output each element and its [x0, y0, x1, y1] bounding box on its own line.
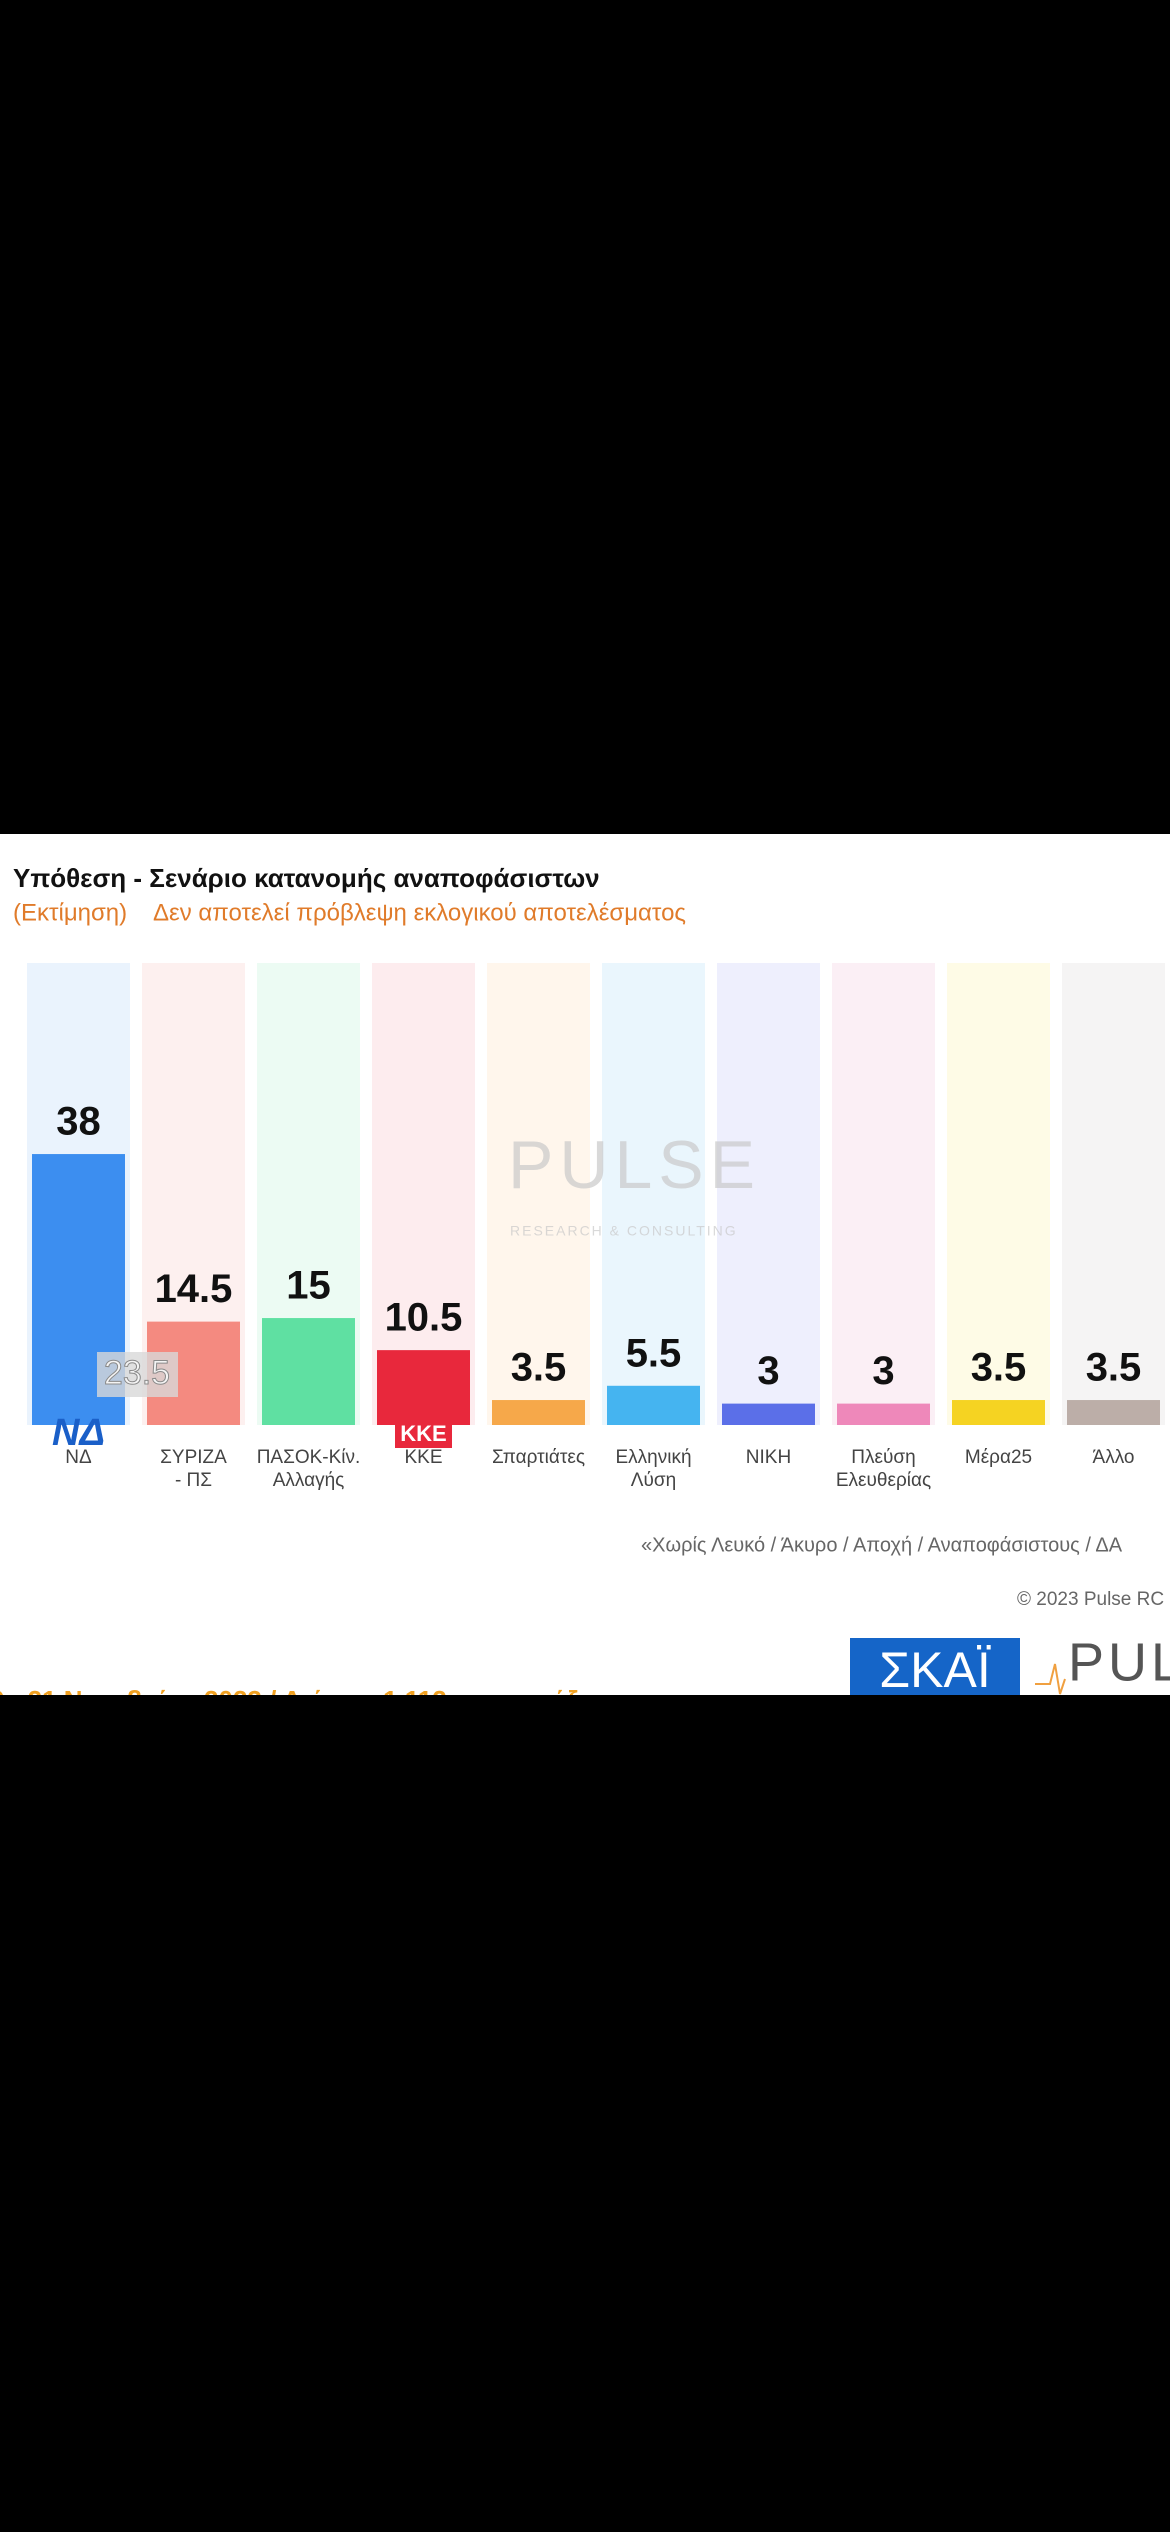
- bar: [1067, 1400, 1160, 1425]
- date-line: 9 - 21 Νοεμβρίου 2023 / Δείγμα: 1.112 συ…: [0, 1685, 612, 1695]
- logo-label: ΚΚΕ: [400, 1421, 446, 1446]
- category-label: Άλλο: [1092, 1447, 1135, 1468]
- bar: [492, 1400, 585, 1425]
- category-label: ΝΙΚΗ: [745, 1447, 792, 1468]
- category-label: Μέρα25: [964, 1447, 1033, 1468]
- value-label: 5.5: [626, 1331, 682, 1375]
- chart: Υπόθεση - Σενάριο κατανομής αναποφάσιστω…: [0, 863, 1170, 1695]
- value-label: 14.5: [155, 1267, 233, 1311]
- category-label: ΣΥΡΙΖΑ - ΠΣ: [160, 1447, 227, 1491]
- bar: [377, 1350, 470, 1425]
- bar: [837, 1403, 930, 1425]
- value-label: 3.5: [511, 1346, 567, 1390]
- bar: [262, 1318, 355, 1425]
- category-label: Πλεύση Ελευθερίας: [835, 1447, 932, 1491]
- column-background: [487, 963, 590, 1425]
- watermark: PULSE: [508, 1127, 761, 1203]
- logo-box: [395, 1420, 452, 1448]
- category-label: ΚΚΕ: [404, 1447, 443, 1468]
- watermark-sub: RESEARCH & CONSULTING: [510, 1223, 738, 1239]
- column-background: [947, 963, 1050, 1425]
- broadcaster-logo: [850, 1638, 1020, 1695]
- value-label: 10.5: [385, 1296, 463, 1340]
- category-label: ΝΔ: [65, 1447, 92, 1468]
- column-background: [602, 963, 705, 1425]
- category-label: Ελληνική Λύση: [615, 1447, 692, 1491]
- subtitle-prefix: (Εκτίμηση): [13, 899, 127, 926]
- value-label: 15: [286, 1264, 331, 1308]
- footnote: «Χωρίς Λευκό / Άκυρο / Αποχή / Αναποφάσι…: [641, 1534, 1123, 1556]
- copyright: © 2023 Pulse RC: [1017, 1589, 1164, 1610]
- logo-label: ΝΔ: [52, 1412, 105, 1454]
- column-background: [832, 963, 935, 1425]
- value-label: 3: [757, 1349, 779, 1393]
- bar: [952, 1400, 1045, 1425]
- chart-title: Υπόθεση - Σενάριο κατανομής αναποφάσιστω…: [13, 863, 600, 893]
- annotation-box: [97, 1352, 178, 1397]
- category-label: Σπαρτιάτες: [491, 1447, 586, 1468]
- value-label: 3.5: [1086, 1346, 1142, 1390]
- chart-image: Υπόθεση - Σενάριο κατανομής αναποφάσιστω…: [0, 834, 1170, 1695]
- column-background: [1062, 963, 1165, 1425]
- column-background: [372, 963, 475, 1425]
- value-label: 3: [872, 1349, 894, 1393]
- value-label: 3.5: [971, 1346, 1027, 1390]
- value-label: 38: [56, 1100, 101, 1144]
- broadcaster: ΣΚΑΪ: [879, 1642, 991, 1695]
- category-label: ΠΑΣΟΚ-Κίν. Αλλαγής: [256, 1447, 361, 1491]
- bar: [722, 1403, 815, 1425]
- annotation: 23.5: [104, 1354, 170, 1392]
- column-background: [717, 963, 820, 1425]
- subtitle: Δεν αποτελεί πρόβλεψη εκλογικού αποτελέσ…: [153, 899, 686, 926]
- bar: [607, 1385, 700, 1425]
- brand-icon: [1035, 1663, 1066, 1695]
- brand: PULSE: [1068, 1632, 1170, 1692]
